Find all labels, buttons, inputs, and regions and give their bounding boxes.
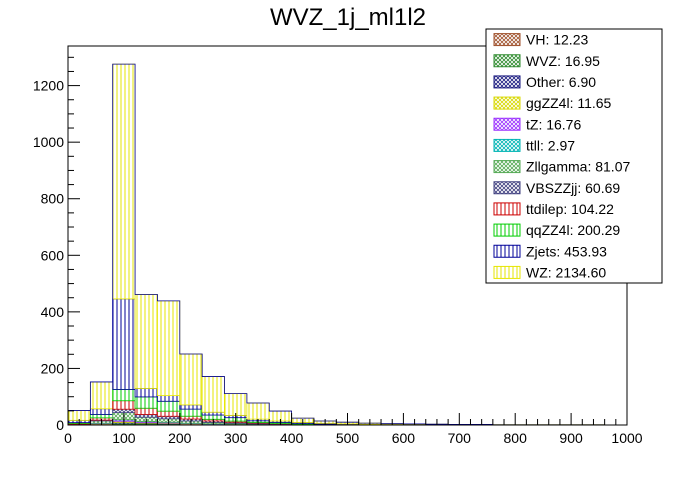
bar-segment [180, 409, 202, 416]
bar-segment [202, 377, 224, 413]
bar-segment [225, 394, 247, 416]
legend: VH: 12.23 WVZ: 16.95 Other: 6.90 ggZZ4l: 11… [486, 29, 662, 283]
legend-swatch [494, 76, 520, 88]
bar-segment [90, 382, 112, 409]
legend-swatch [494, 245, 520, 257]
x-tick-label: 1000 [611, 430, 642, 446]
x-tick-label: 600 [392, 430, 416, 446]
legend-swatch [494, 118, 520, 130]
bar-segment [157, 396, 179, 402]
bar-segment [135, 388, 157, 396]
y-tick-label: 600 [41, 247, 65, 263]
legend-entry-label: qqZZ4l: 200.29 [526, 222, 620, 238]
x-tick-label: 0 [64, 430, 72, 446]
x-tick-label: 200 [168, 430, 192, 446]
y-tick-label: 400 [41, 304, 65, 320]
legend-entry-label: VBSZZjj: 60.69 [526, 180, 620, 196]
y-tick-label: 800 [41, 191, 65, 207]
bar-segment [135, 408, 157, 414]
legend-swatch [494, 224, 520, 236]
x-tick-label: 100 [112, 430, 136, 446]
chart-title: WVZ_1j_ml1l2 [0, 4, 696, 32]
legend-entry-label: Zllgamma: 81.07 [526, 159, 630, 175]
y-tick-label: 1000 [33, 134, 64, 150]
legend-entry-label: tZ: 16.76 [526, 116, 581, 132]
x-tick-label: 800 [504, 430, 528, 446]
y-tick-label: 0 [56, 417, 64, 433]
bar-segment [202, 412, 224, 415]
bar-segment [180, 405, 202, 409]
legend-swatch [494, 161, 520, 173]
legend-swatch [494, 203, 520, 215]
bar-segment [180, 354, 202, 405]
bar-segment [113, 401, 135, 409]
legend-swatch [494, 97, 520, 109]
legend-swatch [494, 34, 520, 46]
bar-segment [135, 397, 157, 408]
bar-segment [202, 415, 224, 419]
bar-segment [135, 414, 157, 417]
legend-entry-label: Zjets: 453.93 [526, 243, 607, 259]
bar-segment [247, 403, 269, 419]
y-tick-label: 1200 [33, 78, 64, 94]
bar-segment [113, 64, 135, 299]
bar-segment [157, 301, 179, 396]
x-tick-label: 900 [559, 430, 583, 446]
legend-entry-label: ttll: 2.97 [526, 137, 575, 153]
x-tick-label: 500 [336, 430, 360, 446]
y-tick-label: 200 [41, 360, 65, 376]
legend-swatch [494, 266, 520, 278]
bar-segment [113, 389, 135, 400]
legend-entry-label: ttdilep: 104.22 [526, 201, 614, 217]
bar-segment [157, 411, 179, 416]
legend-entry-label: WVZ: 16.95 [526, 53, 600, 69]
bar-segment [113, 409, 135, 412]
bar-segment [180, 416, 202, 419]
legend-entry-label: ggZZ4l: 11.65 [526, 95, 612, 111]
x-tick-label: 400 [280, 430, 304, 446]
x-tick-label: 300 [224, 430, 248, 446]
legend-entry-label: WZ: 2134.60 [526, 264, 606, 280]
bar-segment [90, 414, 112, 417]
legend-swatch [494, 139, 520, 151]
bar-segment [90, 409, 112, 415]
x-tick-label: 700 [448, 430, 472, 446]
legend-swatch [494, 55, 520, 67]
bar-segment [157, 401, 179, 411]
bar-segment [113, 299, 135, 390]
bar-segment [68, 410, 90, 420]
legend-swatch [494, 182, 520, 194]
legend-entry-label: Other: 6.90 [526, 74, 596, 90]
bar-segment [135, 295, 157, 389]
legend-entry-label: VH: 12.23 [526, 32, 588, 48]
